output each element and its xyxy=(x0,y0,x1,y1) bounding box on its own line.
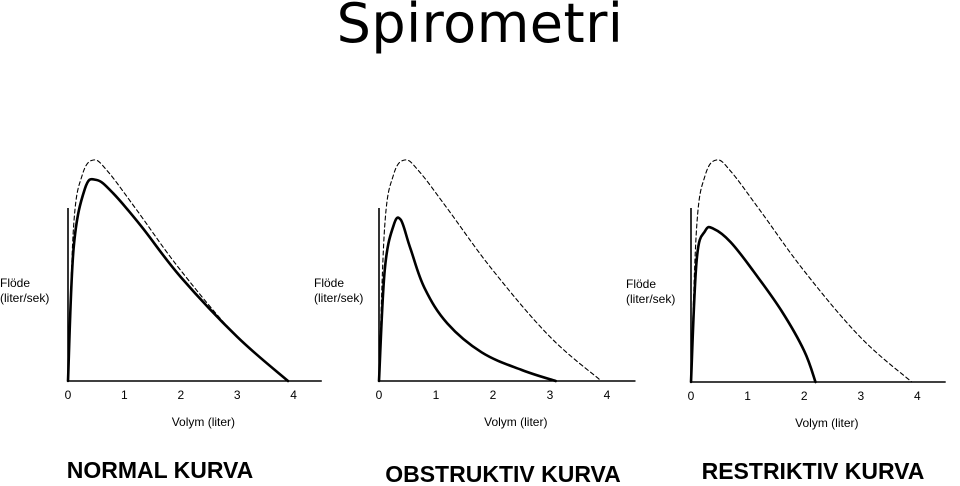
reference-curve xyxy=(67,159,289,382)
x-tick-label: 3 xyxy=(234,388,241,402)
x-tick-label: 3 xyxy=(857,389,864,403)
x-axis-label: Volym (liter) xyxy=(484,415,547,429)
x-tick-label: 0 xyxy=(376,388,383,402)
x-tick-label: 4 xyxy=(914,389,921,403)
chart-panel-2: 0 1 2 3 4 Flöde(liter/sek) Volym (liter) OBSTRU… xyxy=(314,159,636,486)
x-tick-label: 4 xyxy=(290,388,297,402)
chart-caption: OBSTRUKTIV KURVA xyxy=(385,461,621,486)
measured-curve xyxy=(689,225,817,384)
reference-curve xyxy=(690,159,913,383)
x-axis-label: Volym (liter) xyxy=(172,415,235,429)
x-tick-label: 2 xyxy=(801,389,808,403)
y-axis-label: Flöde xyxy=(0,276,30,290)
x-tick-label: 2 xyxy=(177,388,184,402)
x-tick-label: 0 xyxy=(688,389,695,403)
y-axis-label: Flöde xyxy=(314,276,344,290)
y-axis-label: Flöde xyxy=(626,277,656,291)
chart-panel-3: 0 1 2 3 4 Flöde(liter/sek) Volym (liter) RESTRI… xyxy=(626,159,946,484)
reference-curve xyxy=(378,159,602,382)
x-axis-label: Volym (liter) xyxy=(795,416,858,430)
x-tick-label: 4 xyxy=(604,388,611,402)
y-axis-label: (liter/sek) xyxy=(626,292,675,306)
x-tick-label: 0 xyxy=(65,388,72,402)
x-tick-label: 3 xyxy=(547,388,554,402)
x-tick-label: 1 xyxy=(121,388,128,402)
x-tick-label: 1 xyxy=(744,389,751,403)
x-tick-label: 2 xyxy=(490,388,497,402)
y-axis-label: (liter/sek) xyxy=(0,291,49,305)
chart-caption: NORMAL KURVA xyxy=(67,457,254,483)
measured-curve xyxy=(377,216,557,383)
chart-caption: RESTRIKTIV KURVA xyxy=(702,458,925,484)
measured-curve xyxy=(66,177,290,383)
slide-title: Spirometri xyxy=(336,0,624,55)
y-axis-label: (liter/sek) xyxy=(314,291,363,305)
x-tick-label: 1 xyxy=(433,388,440,402)
chart-panel-1: 0 1 2 3 4 Flöde(liter/sek) Volym (liter) NORMAL… xyxy=(0,159,322,483)
